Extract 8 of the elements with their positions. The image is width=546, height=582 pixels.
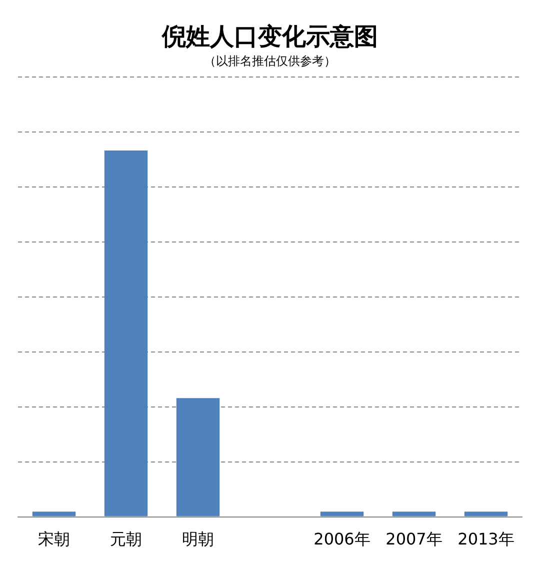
x-tick-label: 2013年 [458, 530, 514, 549]
x-tick-label: 2006年 [314, 530, 370, 549]
chart-title: 倪姓人口变化示意图 [161, 22, 378, 51]
x-tick-label: 2007年 [386, 530, 442, 549]
x-tick-label: 宋朝 [38, 530, 70, 549]
chart-subtitle: （以排名推估仅供参考） [204, 54, 336, 68]
x-tick-label: 元朝 [110, 530, 142, 549]
x-tick-label: 明朝 [182, 530, 214, 549]
